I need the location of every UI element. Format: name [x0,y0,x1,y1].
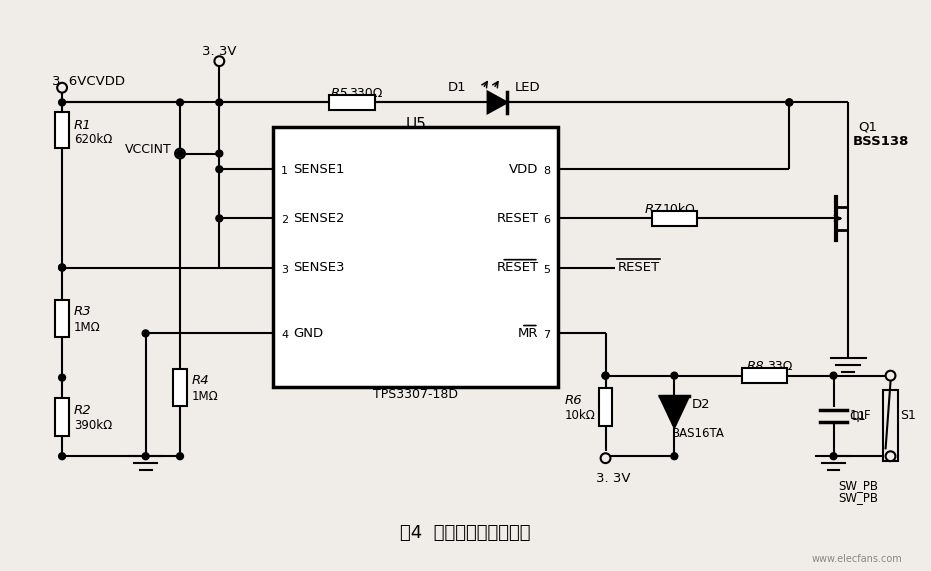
Text: www.elecfans.com: www.elecfans.com [812,554,902,565]
Text: SENSE3: SENSE3 [293,261,344,274]
Text: R1: R1 [74,119,91,131]
Text: 5: 5 [544,264,550,275]
Text: RESET: RESET [617,261,659,274]
Text: 10kΩ: 10kΩ [663,203,695,216]
Text: D2: D2 [692,397,710,411]
Text: BSS138: BSS138 [853,135,910,148]
Circle shape [216,215,223,222]
Circle shape [671,372,678,379]
Text: 330Ω: 330Ω [349,87,383,100]
Circle shape [214,57,224,66]
Circle shape [59,264,65,271]
Text: 390kΩ: 390kΩ [74,419,112,432]
Text: R7: R7 [645,203,663,216]
Circle shape [830,372,837,379]
Circle shape [885,451,896,461]
Circle shape [600,453,611,463]
Circle shape [142,330,149,337]
Text: MR: MR [519,327,539,340]
Text: Q1: Q1 [858,120,877,134]
Text: C1: C1 [849,410,866,423]
Text: R2: R2 [74,404,91,416]
Text: 1: 1 [281,166,289,176]
Circle shape [830,453,837,460]
Bar [55,112,69,148]
Text: VDD: VDD [509,163,539,176]
Circle shape [671,453,678,460]
Text: S1: S1 [900,409,916,423]
Circle shape [786,99,793,106]
Text: 1μF: 1μF [849,409,870,422]
Text: LED: LED [515,81,541,94]
Circle shape [216,150,223,157]
Bar [330,95,374,110]
Text: SENSE2: SENSE2 [293,212,344,225]
Circle shape [175,148,185,159]
Circle shape [216,166,223,172]
Text: 1MΩ: 1MΩ [74,321,101,334]
Text: SENSE1: SENSE1 [293,163,344,176]
Circle shape [786,99,793,106]
Bar [173,369,187,406]
Circle shape [59,374,65,381]
Text: R8: R8 [747,360,764,373]
Circle shape [177,99,183,106]
Text: 3: 3 [281,264,289,275]
Text: 2: 2 [281,215,289,226]
Text: GND: GND [293,327,323,340]
Circle shape [59,264,65,271]
Text: R6: R6 [564,394,582,407]
Text: 图4  电压监控及复位电路: 图4 电压监控及复位电路 [399,524,531,542]
Polygon shape [488,91,507,113]
Text: 3. 3V: 3. 3V [596,472,630,485]
Circle shape [142,453,149,460]
Circle shape [177,150,183,157]
Text: RESET: RESET [496,212,539,225]
Text: R5: R5 [331,87,348,100]
Polygon shape [659,396,689,428]
Text: U5: U5 [405,117,426,132]
Text: SW_PB: SW_PB [839,479,879,492]
Text: RESET: RESET [496,261,539,274]
Circle shape [602,372,609,379]
Text: D1: D1 [448,81,466,94]
Bar [883,391,898,461]
Circle shape [885,371,896,380]
Bar [55,300,69,337]
Text: 3. 6VCVDD: 3. 6VCVDD [52,75,126,88]
Circle shape [177,453,183,460]
Text: VCCINT: VCCINT [126,143,172,156]
Bar [274,127,559,388]
Circle shape [57,83,67,93]
Circle shape [602,372,609,379]
Circle shape [59,99,65,106]
Text: R3: R3 [74,305,91,318]
Text: SW_PB: SW_PB [839,490,879,504]
Circle shape [59,453,65,460]
Text: 7: 7 [544,331,550,340]
Text: TPS3307-18D: TPS3307-18D [373,388,458,401]
Bar [55,398,69,436]
Text: R4: R4 [192,374,209,387]
Text: 6: 6 [544,215,550,226]
Bar [599,388,613,426]
Text: 620kΩ: 620kΩ [74,133,113,146]
Text: 4: 4 [281,331,289,340]
Text: 10kΩ: 10kΩ [564,409,595,423]
Text: 3. 3V: 3. 3V [202,46,236,58]
Bar [652,211,697,226]
Bar [742,368,788,383]
Text: 33Ω: 33Ω [767,360,792,373]
Text: 8: 8 [544,166,550,176]
Circle shape [216,99,223,106]
Text: 1MΩ: 1MΩ [192,390,219,403]
Text: BAS16TA: BAS16TA [672,427,725,440]
